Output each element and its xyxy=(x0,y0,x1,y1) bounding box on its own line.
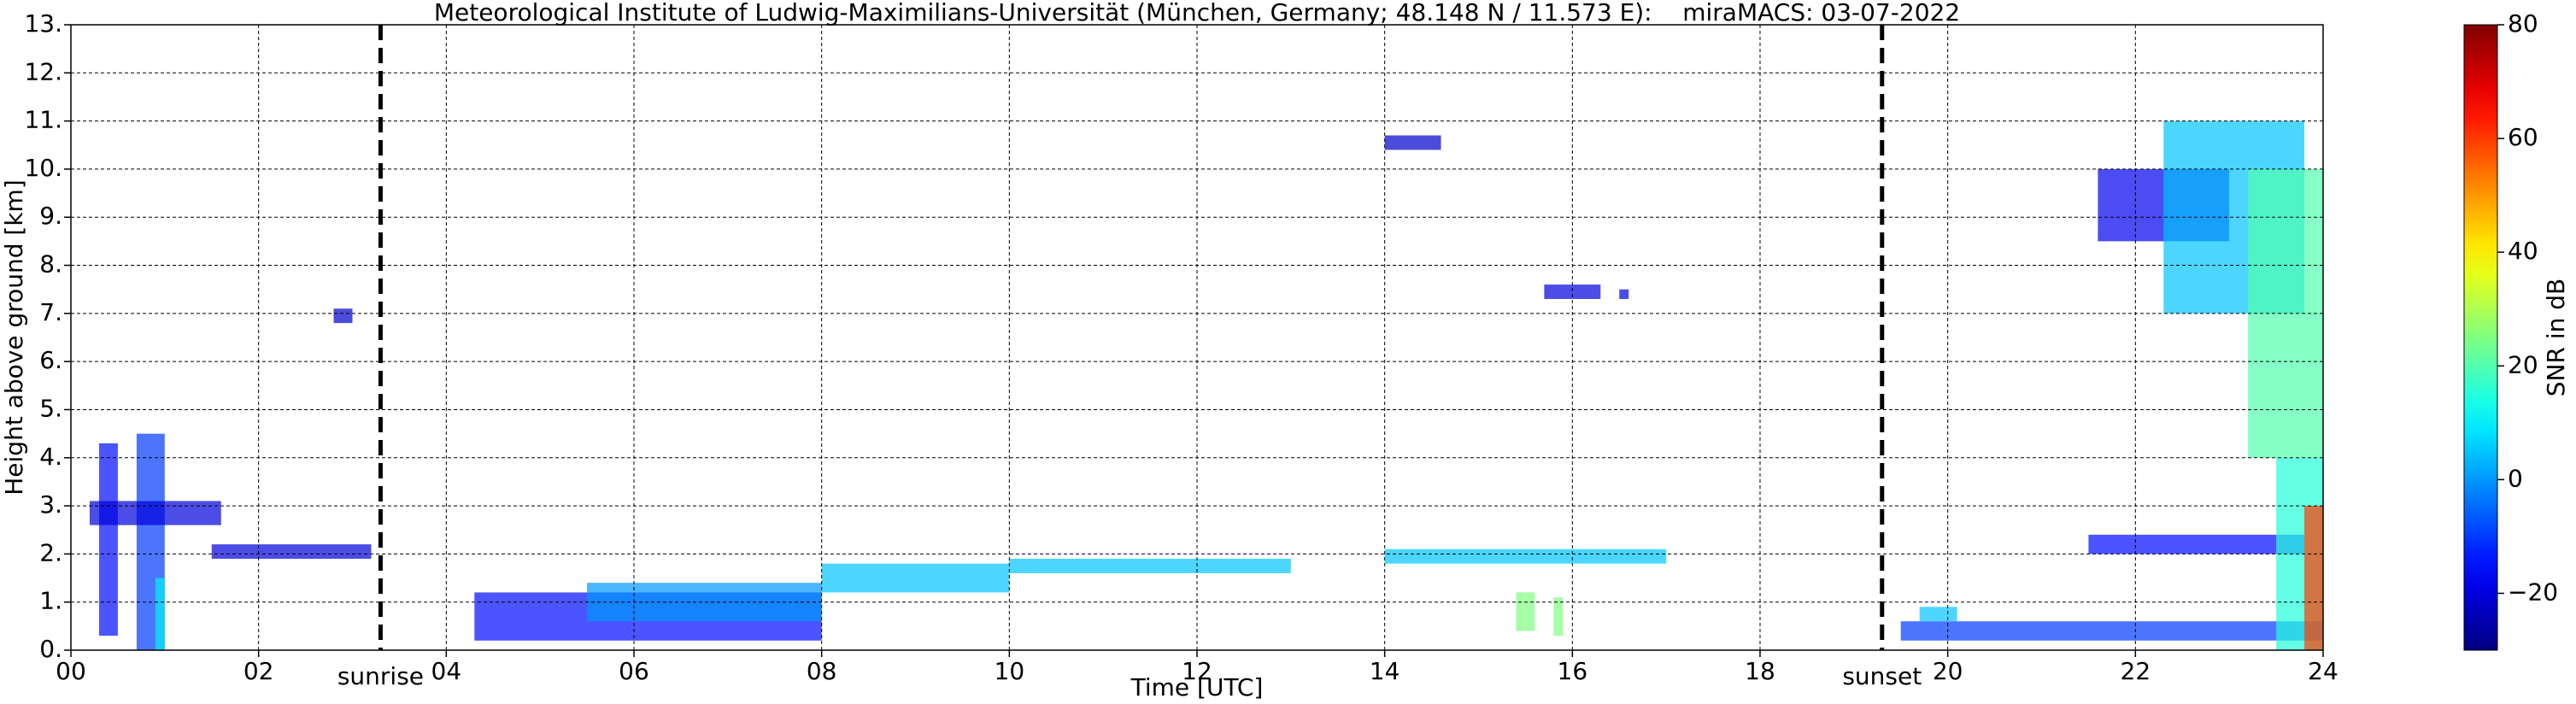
y-tick-label: 4. xyxy=(39,443,62,471)
echo-cell xyxy=(2304,506,2323,650)
x-tick-label: 10 xyxy=(995,657,1025,685)
echo-cell xyxy=(89,501,221,525)
y-tick-label: 6. xyxy=(39,346,62,374)
colorbar-tick-label: 80 xyxy=(2508,9,2538,38)
echo-cell xyxy=(821,563,1010,593)
x-tick-label: 12 xyxy=(1182,657,1212,685)
chart-title: Meteorological Institute of Ludwig-Maxim… xyxy=(434,0,1960,26)
x-tick-label: 14 xyxy=(1370,657,1400,685)
echo-cell xyxy=(1384,549,1667,564)
y-tick-label: 12. xyxy=(24,57,62,85)
x-tick-label: 00 xyxy=(56,657,86,685)
y-tick-label: 3. xyxy=(39,490,62,519)
annotation-label: sunrise xyxy=(337,662,424,690)
x-tick-label: 06 xyxy=(619,657,649,685)
x-axis-label: Time [UTC] xyxy=(1130,673,1264,701)
echo-cell xyxy=(1553,597,1564,637)
y-tick-label: 7. xyxy=(39,298,62,326)
x-tick-label: 24 xyxy=(2308,657,2338,685)
echo-cell xyxy=(98,443,118,637)
x-tick-label: 08 xyxy=(807,657,837,685)
colorbar-label: SNR in dB xyxy=(2542,279,2570,396)
x-tick-label: 20 xyxy=(1933,657,1963,685)
echo-cell xyxy=(1900,621,2323,641)
echo-cell xyxy=(1009,559,1291,573)
echo-cell xyxy=(1544,285,1601,299)
colorbar-tick-label: −20 xyxy=(2508,578,2558,606)
y-tick-label: 10. xyxy=(24,154,62,182)
y-tick-label: 1. xyxy=(39,587,62,615)
y-tick-label: 0. xyxy=(39,635,62,663)
echo-cell xyxy=(1384,135,1441,150)
y-tick-label: 13. xyxy=(24,9,62,38)
colorbar-tick-label: 40 xyxy=(2508,237,2538,265)
heatmap xyxy=(89,120,2323,650)
echo-cell xyxy=(587,583,822,622)
plot-frame xyxy=(70,24,2324,651)
colorbar-tick-label: 60 xyxy=(2508,123,2538,151)
colorbar xyxy=(2463,24,2498,651)
x-tick-label: 16 xyxy=(1558,657,1588,685)
echo-cell xyxy=(211,544,372,560)
colorbar-tick-label: 20 xyxy=(2508,350,2538,378)
y-tick-label: 11. xyxy=(24,106,62,134)
x-tick-label: 22 xyxy=(2121,657,2151,685)
echo-cell xyxy=(155,578,165,650)
x-tick-label: 02 xyxy=(244,657,274,685)
colorbar-tick-label: 0 xyxy=(2508,464,2523,492)
echo-cell xyxy=(1619,289,1629,299)
y-tick-label: 9. xyxy=(39,202,62,230)
echo-cell xyxy=(1516,592,1535,631)
x-tick-label: 18 xyxy=(1745,657,1775,685)
y-tick-label: 8. xyxy=(39,250,62,279)
y-tick-label: 5. xyxy=(39,394,62,422)
annotation-label: sunset xyxy=(1842,662,1922,690)
x-tick-label: 04 xyxy=(431,657,462,685)
y-axis-label: Height above ground [km] xyxy=(0,179,28,496)
y-tick-label: 2. xyxy=(39,538,62,566)
echo-cell xyxy=(333,308,353,324)
echo-cell xyxy=(2088,534,2305,554)
echo-cell xyxy=(1919,607,1957,622)
